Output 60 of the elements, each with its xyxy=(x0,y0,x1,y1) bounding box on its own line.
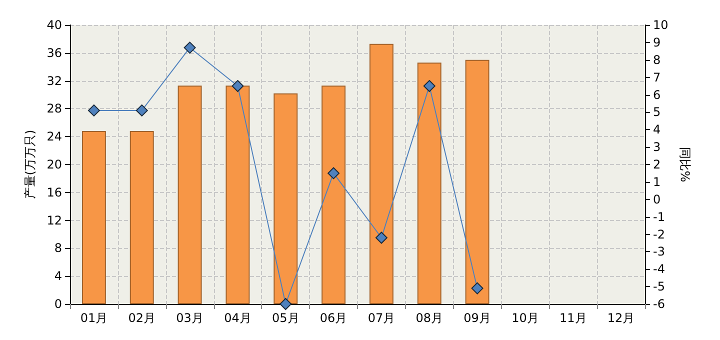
y-tick-label: 4 xyxy=(54,269,62,284)
y2-tick-label: 9 xyxy=(653,35,661,50)
y-tick-label: 0 xyxy=(54,297,62,311)
bar xyxy=(322,86,346,304)
bar xyxy=(369,44,394,304)
y-tick-label: 24 xyxy=(46,130,62,144)
y-axis-title: 产量(万万只) xyxy=(22,130,37,200)
point xyxy=(328,167,340,180)
y2-tick-label: -4 xyxy=(653,262,665,276)
y-tick-label: 28 xyxy=(46,102,62,116)
bar xyxy=(226,86,250,304)
y2-tick-label: -6 xyxy=(653,297,665,311)
y2-tick-label: -5 xyxy=(653,280,665,294)
point xyxy=(88,104,100,116)
y2-tick-label: 1 xyxy=(653,174,661,189)
bar xyxy=(274,93,298,304)
x-tick-label: 04月 xyxy=(224,311,252,325)
x-tick-label: 06月 xyxy=(320,311,348,325)
y2-tick-label: 8 xyxy=(653,52,661,67)
y2-tick-label: 3 xyxy=(653,140,661,154)
y2-tick-label: 10 xyxy=(653,18,668,32)
x-tick-label: 02月 xyxy=(128,311,156,325)
y-tick-label: 12 xyxy=(46,213,62,228)
y2-tick-label: -1 xyxy=(653,210,665,224)
y2-tick-label: 7 xyxy=(653,70,661,84)
y2-tick-label: 6 xyxy=(653,88,661,102)
point xyxy=(136,104,148,116)
bar xyxy=(82,131,106,304)
y2-tick-label: -2 xyxy=(653,227,665,242)
y-tick-label: 20 xyxy=(46,158,62,172)
point xyxy=(423,80,436,92)
y2-tick-label: -3 xyxy=(653,244,665,259)
point xyxy=(184,42,196,54)
bar xyxy=(417,62,442,304)
x-tick-label: 05月 xyxy=(272,311,300,325)
x-tick-label: 11月 xyxy=(559,311,587,325)
point xyxy=(280,298,292,310)
bar xyxy=(130,131,154,304)
x-tick-label: 03月 xyxy=(176,311,204,325)
x-tick-label: 10月 xyxy=(512,311,539,325)
y-tick-label: 40 xyxy=(46,18,62,32)
y-tick-label: 16 xyxy=(46,185,62,200)
y-tick-label: 36 xyxy=(46,46,62,60)
x-tick-label: 01月 xyxy=(80,311,108,325)
y-tick-label: 8 xyxy=(54,241,62,256)
point xyxy=(232,80,244,92)
point xyxy=(375,232,388,244)
y2-tick-label: 2 xyxy=(653,158,661,172)
bar xyxy=(178,86,202,304)
y2-tick-label: 5 xyxy=(653,105,661,120)
x-tick-label: 09月 xyxy=(464,311,491,325)
y2-axis-title: 同比% xyxy=(678,146,692,182)
x-tick-label: 07月 xyxy=(368,311,396,325)
y2-tick-label: 0 xyxy=(653,192,661,206)
x-tick-label: 08月 xyxy=(416,311,444,325)
y-tick-label: 32 xyxy=(46,74,62,88)
bar xyxy=(465,60,490,304)
point xyxy=(471,282,484,294)
x-tick-label: 12月 xyxy=(607,311,635,325)
y2-tick-label: 4 xyxy=(653,122,661,137)
